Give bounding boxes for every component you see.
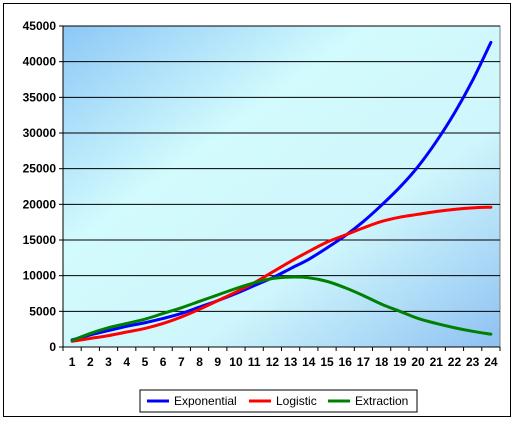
legend-label-exponential: Exponential <box>174 394 237 408</box>
y-tick-label: 40000 <box>23 55 57 69</box>
x-tick-label: 10 <box>229 355 243 369</box>
y-tick-label: 0 <box>49 340 56 354</box>
series-line-exponential <box>70 40 493 342</box>
x-tick-label: 11 <box>248 355 261 369</box>
x-tick-label: 14 <box>302 355 316 369</box>
x-tick-label: 16 <box>339 355 353 369</box>
y-tick-label: 5000 <box>29 304 56 318</box>
x-tick-label: 2 <box>87 355 94 369</box>
legend: Exponential Logistic Extraction <box>139 389 418 413</box>
x-tick-label: 5 <box>142 355 149 369</box>
x-tick-label: 9 <box>214 355 221 369</box>
x-tick-label: 8 <box>196 355 203 369</box>
x-tick-label: 21 <box>430 355 444 369</box>
x-tick-label: 15 <box>320 355 334 369</box>
x-tick-label: 24 <box>484 355 498 369</box>
y-tick-label: 30000 <box>23 126 57 140</box>
y-tick-label: 25000 <box>23 162 57 176</box>
y-tick-label: 35000 <box>23 90 57 104</box>
x-tick-label: 7 <box>178 355 185 369</box>
legend-label-extraction: Extraction <box>355 394 408 408</box>
x-tick-label: 17 <box>357 355 371 369</box>
grid-lines <box>63 25 500 312</box>
legend-box <box>139 389 418 413</box>
series-lines <box>70 40 493 343</box>
x-tick-label: 13 <box>284 355 298 369</box>
x-tick-label: 4 <box>123 355 130 369</box>
axes: 0 5000 10000 15000 20000 25000 30000 35000 40000… <box>23 19 501 369</box>
x-tick-label: 19 <box>393 355 407 369</box>
legend-label-logistic: Logistic <box>276 394 317 408</box>
x-tick-label: 3 <box>105 355 112 369</box>
y-tick-label: 15000 <box>23 233 57 247</box>
plot-area <box>62 25 501 348</box>
x-tick-label: 18 <box>375 355 389 369</box>
x-tick-label: 12 <box>266 355 280 369</box>
y-tick-label: 45000 <box>23 19 57 33</box>
x-tick-label: 22 <box>448 355 462 369</box>
series-line-extraction <box>70 275 493 343</box>
y-tick-label: 10000 <box>23 269 57 283</box>
series-line-logistic <box>70 205 493 343</box>
x-tick-label: 23 <box>466 355 480 369</box>
y-tick-label: 20000 <box>23 197 57 211</box>
x-tick-label: 1 <box>69 355 76 369</box>
x-tick-label: 20 <box>411 355 425 369</box>
x-tick-label: 6 <box>160 355 167 369</box>
